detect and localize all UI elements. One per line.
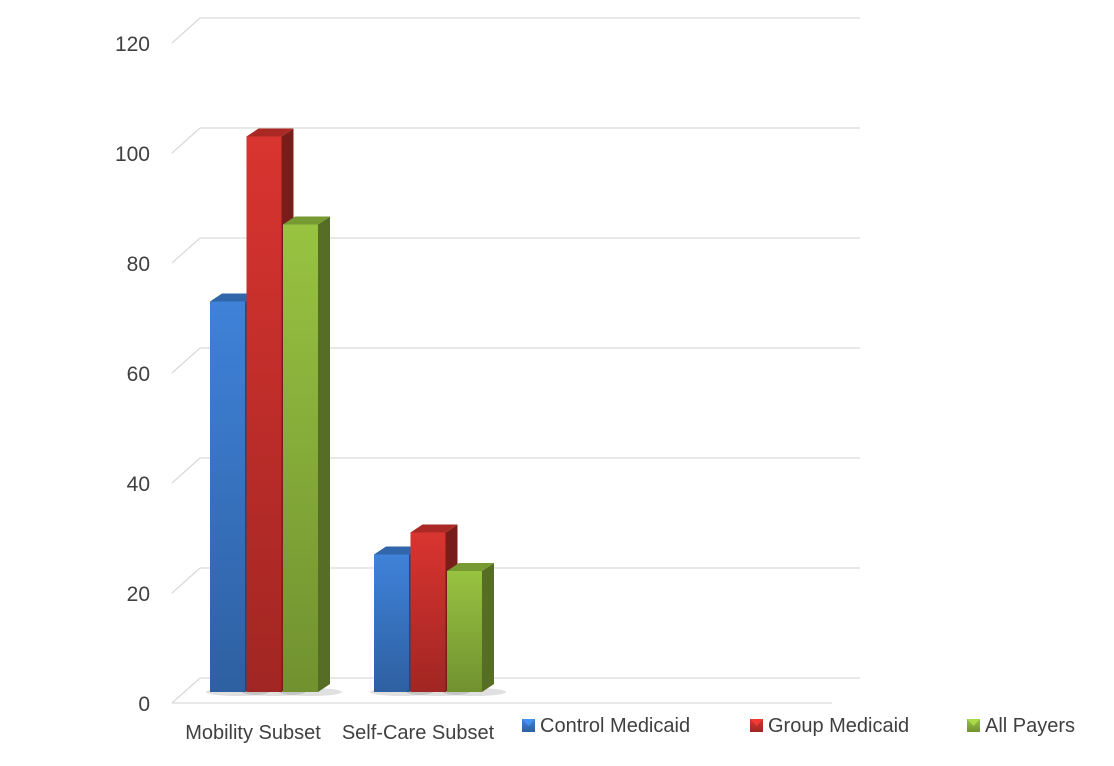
gridline-depth [171, 567, 201, 594]
legend-label: Group Medicaid [768, 715, 909, 737]
legend-item-group-medicaid: Group Medicaid [750, 715, 909, 737]
x-category-label: Self-Care Subset [342, 722, 495, 744]
y-tick-label: 0 [138, 693, 150, 716]
gridline-depth [171, 127, 201, 154]
bar-side [482, 563, 494, 692]
bar-top [410, 524, 458, 533]
y-tick-label: 60 [127, 363, 150, 386]
bar-group-medicaid [410, 532, 446, 692]
legend-item-all-payers: All Payers [967, 715, 1075, 737]
bar-all-payers [283, 224, 318, 692]
gridline-depth [171, 347, 201, 374]
gridline-depth [171, 237, 201, 264]
bar-top [246, 128, 294, 137]
bar-control-medicaid [374, 554, 409, 692]
legend-swatch-highlight [522, 719, 535, 726]
y-tick-label: 120 [115, 33, 150, 56]
bar-top [210, 293, 257, 302]
gridline-depth [171, 677, 201, 704]
y-tick-label: 20 [127, 583, 150, 606]
gridline-depth [171, 17, 201, 44]
legend-label: All Payers [985, 715, 1075, 737]
bar-group-medicaid [246, 136, 282, 692]
bar-top [283, 216, 330, 225]
legend-swatch-highlight [967, 719, 980, 726]
legend-item-control-medicaid: Control Medicaid [522, 715, 690, 737]
x-category-label: Mobility Subset [185, 722, 321, 744]
gridline-depth [171, 457, 201, 484]
y-tick-label: 80 [127, 253, 150, 276]
bar-side [318, 216, 330, 692]
legend-label: Control Medicaid [540, 715, 690, 737]
bar-top [447, 563, 494, 571]
bar-control-medicaid [210, 301, 245, 692]
y-tick-label: 40 [127, 473, 150, 496]
bar-all-payers [447, 571, 482, 692]
legend-swatch-highlight [750, 719, 763, 726]
y-tick-label: 100 [115, 143, 150, 166]
bar-top [374, 546, 421, 555]
